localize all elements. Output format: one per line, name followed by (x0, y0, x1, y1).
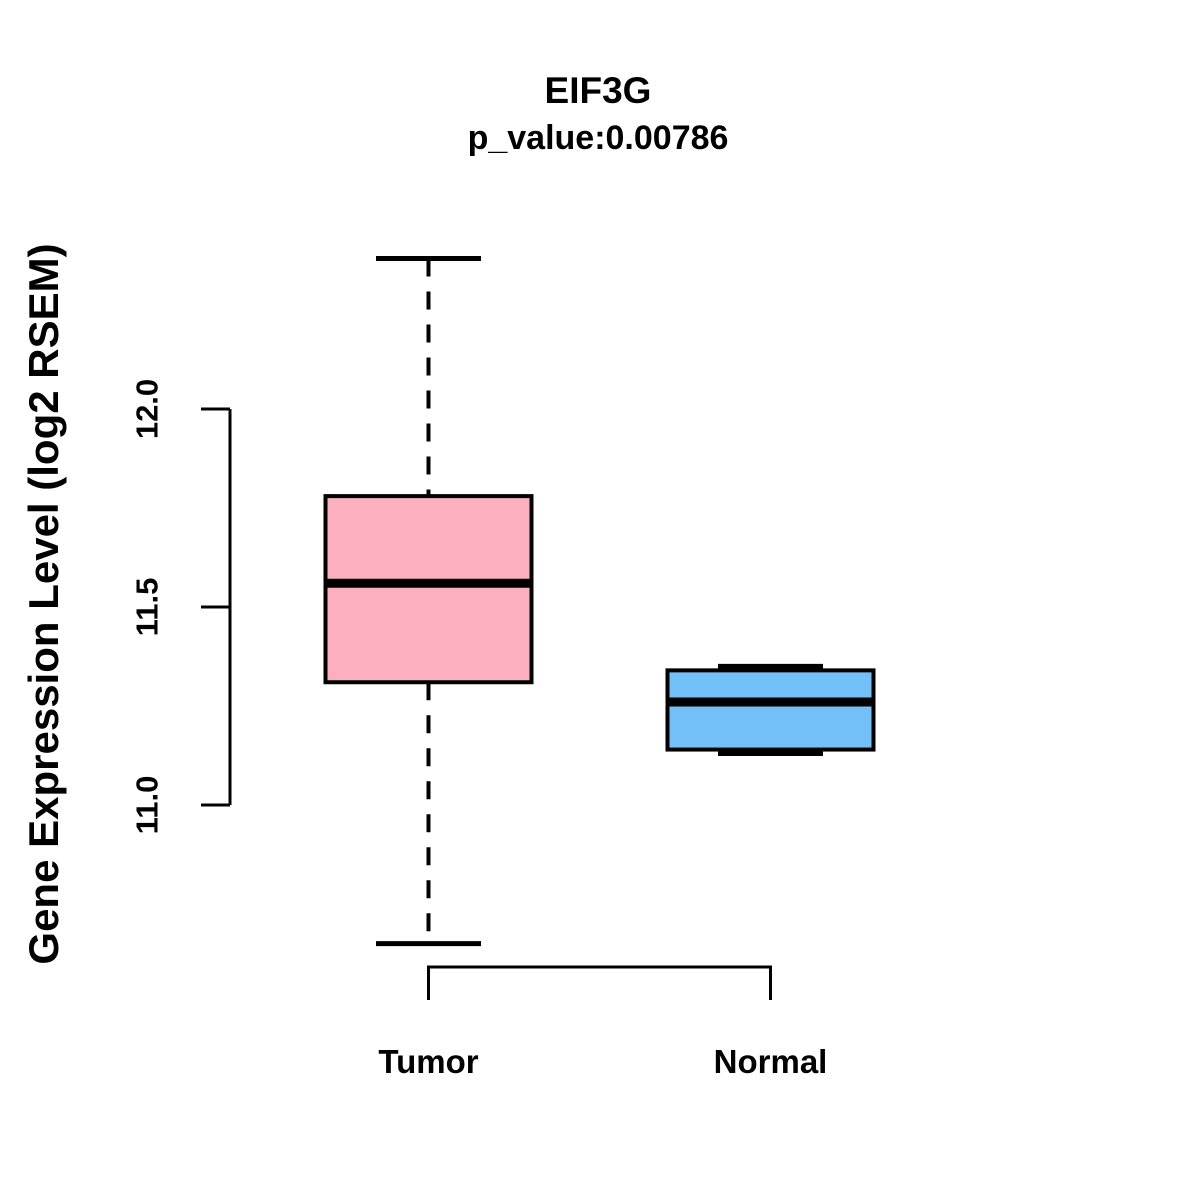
y-tick-label: 11.0 (130, 776, 165, 835)
category-label-tumor: Tumor (378, 1043, 478, 1080)
chart-pvalue-subtitle: p_value:0.00786 (467, 119, 729, 157)
y-tick-label: 11.5 (130, 578, 165, 637)
title-block: EIF3G p_value:0.00786 (0, 70, 1196, 158)
boxplot-box-tumor (323, 494, 534, 685)
chart-title: EIF3G (544, 70, 652, 111)
y-tick-label: 12.0 (130, 379, 165, 439)
x-axis-bracket (427, 965, 772, 1000)
category-label-normal: Normal (714, 1043, 828, 1080)
boxplot-box-normal (665, 668, 876, 752)
